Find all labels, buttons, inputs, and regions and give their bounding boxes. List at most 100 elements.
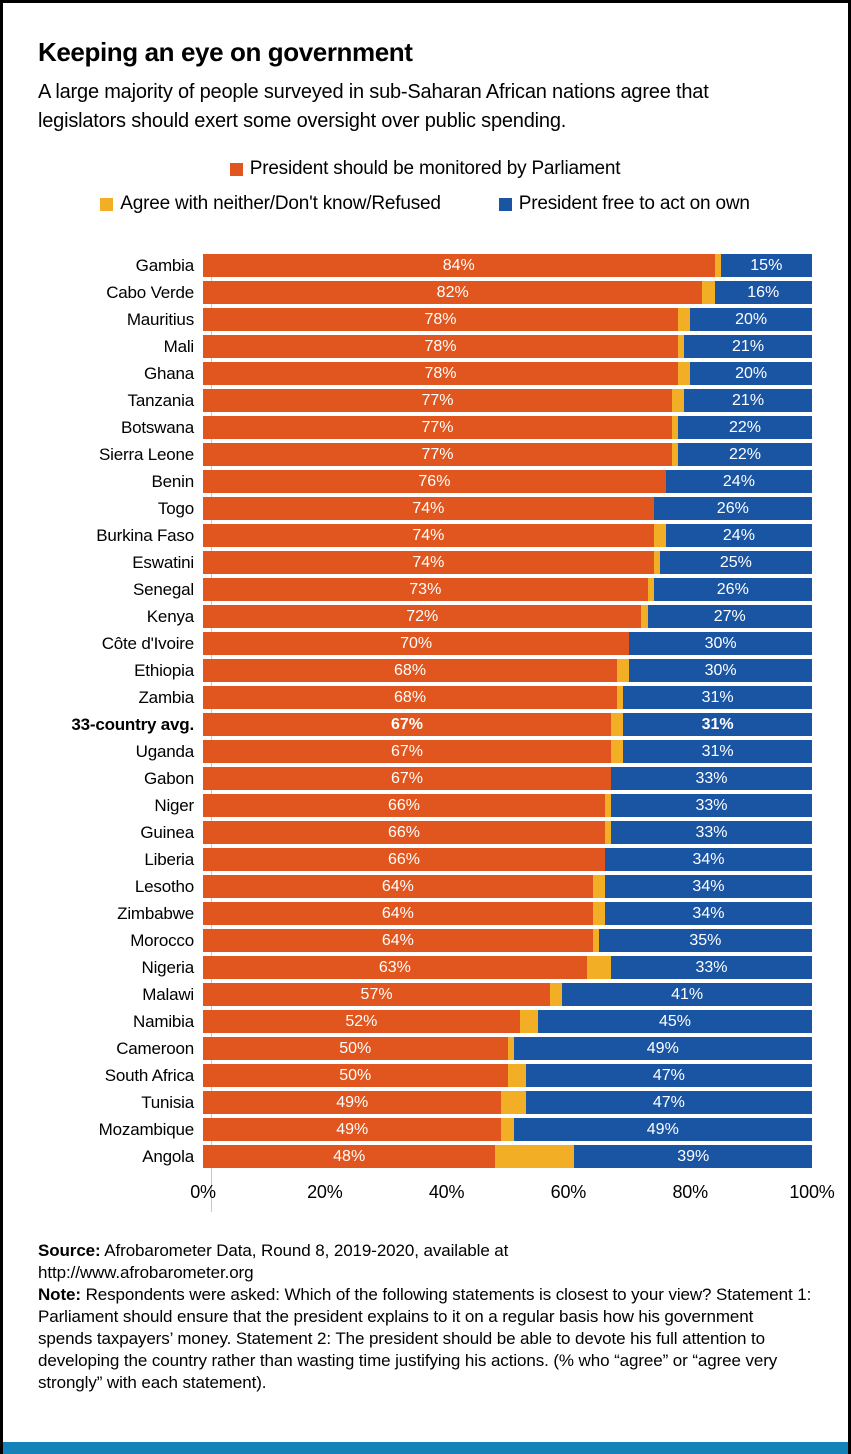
bar-segment-monitored: 50% — [203, 1064, 508, 1087]
country-label: Eswatini — [132, 552, 194, 572]
bar-segment-free: 34% — [604, 848, 812, 871]
bar-segment-monitored: 64% — [203, 875, 593, 898]
chart-row: Nigeria 63% 33% — [38, 956, 812, 979]
bar-value-label: 30% — [704, 661, 737, 679]
bar-value-label: 76% — [418, 472, 451, 490]
bar-value-label: 33% — [695, 823, 728, 841]
chart-row: Niger 66% 33% — [38, 794, 812, 817]
bar-track: 64% 34% — [203, 875, 812, 898]
bar-segment-neither — [501, 1118, 514, 1141]
bar-track: 74% 26% — [203, 497, 812, 520]
bar-track: 73% 26% — [203, 578, 812, 601]
bar-track: 49% 49% — [203, 1118, 812, 1141]
bar-segment-monitored: 50% — [203, 1037, 508, 1060]
note-text: Note: Respondents were asked: Which of t… — [38, 1284, 812, 1394]
chart-rows: Gambia 84% 15% Cabo Verde 82% 16% Mauritius 78%… — [38, 254, 812, 1168]
country-label: Lesotho — [134, 876, 194, 896]
legend-label-neither: Agree with neither/Don't know/Refused — [120, 193, 441, 214]
bar-segment-monitored: 66% — [203, 794, 605, 817]
bar-segment-monitored: 67% — [203, 713, 612, 736]
bar-segment-free: 41% — [562, 983, 812, 1006]
bar-segment-neither — [611, 740, 624, 763]
bar-value-label: 21% — [732, 391, 765, 409]
bar-segment-free: 34% — [604, 902, 812, 925]
bar-value-label: 26% — [716, 580, 749, 598]
bar-value-label: 47% — [652, 1066, 685, 1084]
bar-segment-neither — [671, 443, 678, 466]
bar-value-label: 82% — [436, 283, 469, 301]
bar-segment-free: 39% — [574, 1145, 812, 1168]
legend-swatch-orange-icon — [229, 162, 243, 176]
bar-segment-neither — [611, 713, 624, 736]
country-label: Burkina Faso — [96, 525, 194, 545]
bar-value-label: 64% — [381, 904, 414, 922]
bar-segment-neither — [714, 254, 721, 277]
chart-row: Ethiopia 68% 30% — [38, 659, 812, 682]
bar-segment-free: 33% — [611, 794, 812, 817]
chart-row: Eswatini 74% 25% — [38, 551, 812, 574]
legend-item-neither: Agree with neither/Don't know/Refused — [100, 193, 441, 215]
bar-segment-free: 33% — [611, 821, 812, 844]
bar-track: 77% 21% — [203, 389, 812, 412]
stacked-bar-chart: Gambia 84% 15% Cabo Verde 82% 16% Mauritius 78%… — [38, 254, 835, 1212]
chart-row: Tanzania 77% 21% — [38, 389, 812, 412]
bar-value-label: 67% — [390, 715, 424, 733]
bar-segment-monitored: 48% — [203, 1145, 496, 1168]
bar-track: 78% 21% — [203, 335, 812, 358]
country-label: Kenya — [146, 606, 194, 626]
bar-value-label: 30% — [704, 634, 737, 652]
bar-track: 50% 49% — [203, 1037, 812, 1060]
chart-row: Zimbabwe 64% 34% — [38, 902, 812, 925]
bar-value-label: 66% — [387, 796, 420, 814]
chart-row: South Africa 50% 47% — [38, 1064, 812, 1087]
chart-row: 33-country avg. 67% 31% — [38, 713, 812, 736]
bar-segment-free: 26% — [653, 578, 812, 601]
bar-value-label: 31% — [701, 688, 734, 706]
bar-segment-monitored: 77% — [203, 416, 672, 439]
bar-segment-monitored: 67% — [203, 767, 612, 790]
bar-value-label: 49% — [336, 1120, 369, 1138]
bar-track: 57% 41% — [203, 983, 812, 1006]
bar-segment-neither — [592, 875, 605, 898]
chart-row: Guinea 66% 33% — [38, 821, 812, 844]
country-label: Sierra Leone — [99, 444, 194, 464]
bar-segment-neither — [495, 1145, 575, 1168]
chart-subtitle: A large majority of people surveyed in s… — [38, 78, 812, 136]
bar-track: 49% 47% — [203, 1091, 812, 1114]
bar-segment-free: 24% — [665, 470, 812, 493]
bar-segment-neither — [550, 983, 563, 1006]
bar-value-label: 22% — [728, 418, 761, 436]
bar-segment-free: 33% — [611, 767, 812, 790]
chart-row: Liberia 66% 34% — [38, 848, 812, 871]
bar-segment-monitored: 82% — [203, 281, 703, 304]
bar-track: 77% 22% — [203, 416, 812, 439]
bar-value-label: 50% — [339, 1039, 372, 1057]
bar-track: 67% 31% — [203, 713, 812, 736]
bar-track: 68% 30% — [203, 659, 812, 682]
bar-segment-neither — [592, 929, 599, 952]
country-label: Togo — [157, 498, 194, 518]
bar-segment-free: 20% — [690, 362, 812, 385]
chart-row: Cameroon 50% 49% — [38, 1037, 812, 1060]
chart-row: Zambia 68% 31% — [38, 686, 812, 709]
bar-value-label: 64% — [381, 931, 414, 949]
country-label: Mali — [163, 336, 195, 356]
bar-segment-monitored: 64% — [203, 929, 593, 952]
legend-swatch-blue-icon — [498, 197, 512, 211]
bar-segment-monitored: 73% — [203, 578, 648, 601]
country-label: Ethiopia — [134, 660, 194, 680]
bar-segment-monitored: 78% — [203, 335, 679, 358]
bar-value-label: 20% — [735, 310, 768, 328]
bar-value-label: 78% — [424, 310, 457, 328]
country-label: Cabo Verde — [106, 282, 194, 302]
bar-value-label: 41% — [671, 985, 704, 1003]
bar-value-label: 31% — [701, 742, 734, 760]
bar-value-label: 67% — [390, 742, 424, 760]
country-label: Guinea — [140, 822, 194, 842]
bar-value-label: 52% — [345, 1012, 378, 1030]
bar-value-label: 21% — [732, 337, 765, 355]
bar-value-label: 68% — [394, 688, 427, 706]
chart-row: Kenya 72% 27% — [38, 605, 812, 628]
country-label: Tunisia — [141, 1092, 194, 1112]
